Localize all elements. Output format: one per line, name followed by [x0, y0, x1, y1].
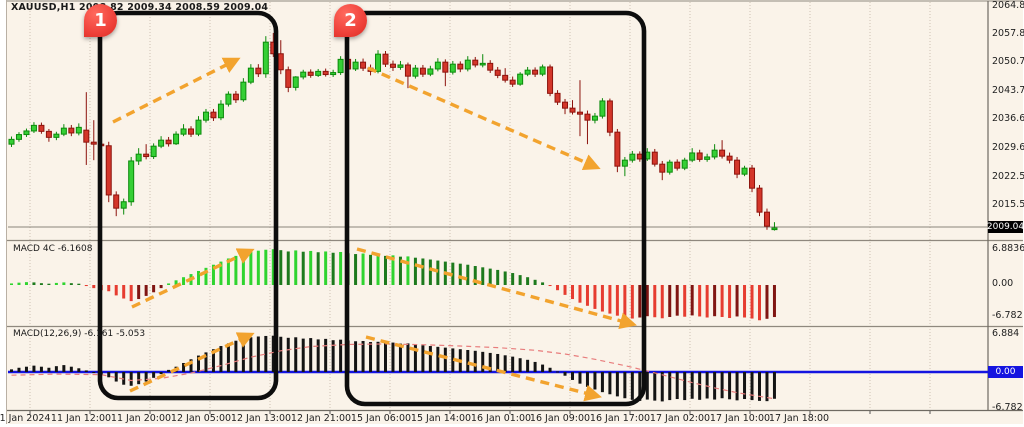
time-tick-label: 17 Jan 18:00	[768, 413, 830, 424]
annotation-badge-1: 1	[84, 4, 117, 37]
price-tick-label: 2050.70	[992, 56, 1024, 67]
annotation-boxes	[97, 10, 647, 407]
time-tick-label: 12 Jan 13:00	[230, 413, 292, 424]
time-tick-label: 12 Jan 05:00	[170, 413, 232, 424]
trend-arrows	[112, 57, 637, 402]
indicator-tick-label: -6.782	[992, 402, 1023, 413]
time-tick-label: 16 Jan 17:00	[589, 413, 651, 424]
time-tick-label: 17 Jan 02:00	[649, 413, 711, 424]
indicator-tick-label: 6.8836	[992, 243, 1024, 254]
indicator-tick-label: 0.00	[992, 278, 1014, 289]
annotation-badge-2: 2	[334, 4, 367, 37]
price-tick-label: 2015.50	[992, 199, 1024, 210]
price-tick-label: 2036.60	[992, 113, 1024, 124]
time-tick-label: 16 Jan 01:00	[470, 413, 532, 424]
indicator-tick-label: 6.884	[992, 328, 1020, 339]
indicator-tick-label: -6.782	[992, 310, 1023, 321]
macd-4c-histogram	[10, 249, 776, 321]
price-tick-label: 2029.60	[992, 142, 1024, 153]
macd-histogram	[10, 335, 776, 402]
symbol-info-label: XAUUSD,H1 2008.82 2009.34 2008.59 2009.0…	[11, 2, 269, 13]
macd-12-26-9-label: MACD(12,26,9) -6.161 -5.053	[13, 329, 146, 339]
time-tick-label: 16 Jan 09:00	[529, 413, 591, 424]
time-tick-label: 12 Jan 21:00	[290, 413, 352, 424]
candlestick-series	[8, 32, 778, 231]
time-tick-label: 11 Jan 12:00	[50, 413, 112, 424]
macd-4c-label: MACD 4C -6.1608	[13, 244, 93, 254]
price-tick-label: 2043.70	[992, 85, 1024, 96]
price-tick-label: 2057.80	[992, 28, 1024, 39]
time-tick-label: 11 Jan 20:00	[110, 413, 172, 424]
price-tick-label: 2064.80	[992, 0, 1024, 11]
time-tick-label: 11 Jan 2024	[0, 413, 51, 424]
time-tick-label: 15 Jan 14:00	[410, 413, 472, 424]
price-tick-label: 2022.50	[992, 171, 1024, 182]
grid-layer	[29, 2, 931, 414]
zero-level-badge: 0.00	[988, 366, 1023, 378]
time-tick-label: 17 Jan 10:00	[709, 413, 771, 424]
chart-background	[6, 0, 1023, 424]
current-price-badge: 2009.04	[986, 221, 1024, 233]
time-tick-label: 15 Jan 06:00	[350, 413, 412, 424]
